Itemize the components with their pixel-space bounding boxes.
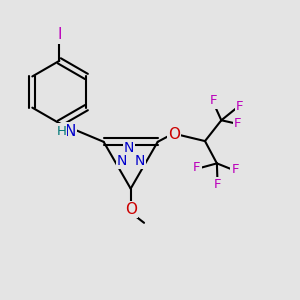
Text: F: F xyxy=(210,94,218,107)
Text: I: I xyxy=(57,28,61,43)
Text: F: F xyxy=(193,161,201,174)
Text: N: N xyxy=(64,124,76,139)
Text: F: F xyxy=(214,178,221,191)
Text: N: N xyxy=(134,154,145,168)
Text: N: N xyxy=(117,154,127,168)
Text: F: F xyxy=(234,117,242,130)
Text: F: F xyxy=(232,163,239,176)
Text: F: F xyxy=(236,100,244,113)
Text: O: O xyxy=(125,202,137,217)
Text: H: H xyxy=(56,124,66,138)
Text: N: N xyxy=(124,141,134,155)
Text: O: O xyxy=(168,127,180,142)
